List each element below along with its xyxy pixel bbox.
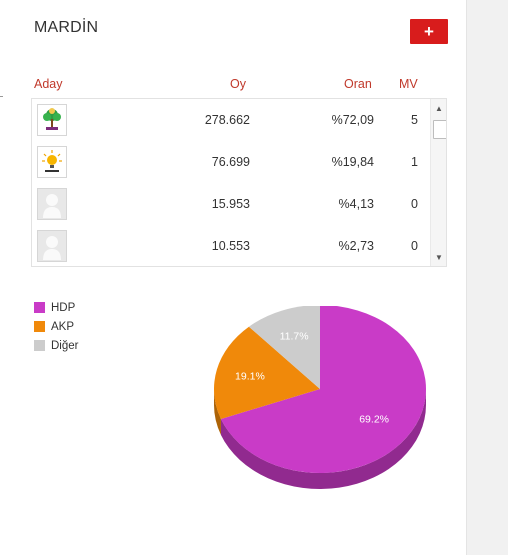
pie-side-akp: [214, 389, 221, 435]
oy-value: 76.699: [211, 155, 250, 169]
table-row: 76.699 %19,84 1: [32, 141, 430, 183]
candidate-logo-cell: [35, 183, 69, 225]
column-header-oran: Oran: [344, 77, 372, 91]
oran-value: %2,73: [338, 239, 374, 253]
mv-value: 0: [411, 197, 418, 211]
results-table: 278.662 %72,09 5: [31, 98, 447, 267]
oran-value: %72,09: [331, 113, 374, 127]
chart-legend: HDP AKP Diğer: [34, 298, 78, 355]
oy-value: 15.953: [211, 197, 250, 211]
pie-label-akp: 19.1%: [235, 371, 265, 383]
pie-slice-diğer[interactable]: [248, 306, 320, 389]
table-row: 10.553 %2,73 0: [32, 225, 430, 266]
person-silhouette-icon: [37, 188, 67, 220]
table-scrollbar[interactable]: ▲ ▼: [430, 99, 446, 266]
table-row: 15.953 %4,13 0: [32, 183, 430, 225]
column-header-oy: Oy: [230, 77, 246, 91]
oran-value: %4,13: [338, 197, 374, 211]
pie-label-diğer: 11.7%: [280, 331, 309, 343]
mv-value: 1: [411, 155, 418, 169]
left-edge-mark: [0, 96, 3, 97]
table-row: 278.662 %72,09 5: [32, 99, 430, 141]
legend-swatch: [34, 302, 45, 313]
scroll-up-arrow-icon[interactable]: ▲: [435, 103, 443, 113]
oy-value: 278.662: [204, 113, 250, 127]
column-header-mv: MV: [399, 77, 418, 91]
expand-button[interactable]: +: [410, 19, 448, 44]
akp-lightbulb-logo-icon: [37, 146, 67, 178]
legend-item-hdp[interactable]: HDP: [34, 298, 78, 317]
legend-label: AKP: [51, 320, 75, 333]
page-title: MARDİN: [34, 19, 99, 36]
pie-label-hdp: 69.2%: [359, 414, 389, 426]
mv-value: 5: [411, 113, 418, 127]
legend-label: Diğer: [51, 339, 79, 352]
legend-item-akp[interactable]: AKP: [34, 317, 78, 336]
pie-slice-hdp[interactable]: [220, 306, 426, 473]
candidate-logo-cell: [35, 99, 69, 141]
oran-value: %19,84: [331, 155, 374, 169]
mv-value: 0: [411, 239, 418, 253]
pie-side-hdp: [220, 389, 426, 489]
pie-slice-akp[interactable]: [214, 326, 320, 419]
column-header-aday: Aday: [34, 77, 63, 91]
candidate-logo-cell: [35, 225, 69, 266]
legend-swatch: [34, 321, 45, 332]
scroll-down-arrow-icon[interactable]: ▼: [435, 252, 443, 262]
legend-label: HDP: [51, 301, 76, 314]
hdp-tree-logo-icon: [37, 104, 67, 136]
plus-icon: +: [424, 22, 434, 41]
oy-value: 10.553: [211, 239, 250, 253]
legend-swatch: [34, 340, 45, 351]
person-silhouette-icon: [37, 230, 67, 262]
legend-item-diger[interactable]: Diğer: [34, 336, 78, 355]
candidate-logo-cell: [35, 141, 69, 183]
right-rail: [466, 0, 508, 555]
pie-chart: 69.2% 19.1% 11.7%: [214, 306, 426, 489]
scroll-thumb[interactable]: [433, 120, 446, 139]
